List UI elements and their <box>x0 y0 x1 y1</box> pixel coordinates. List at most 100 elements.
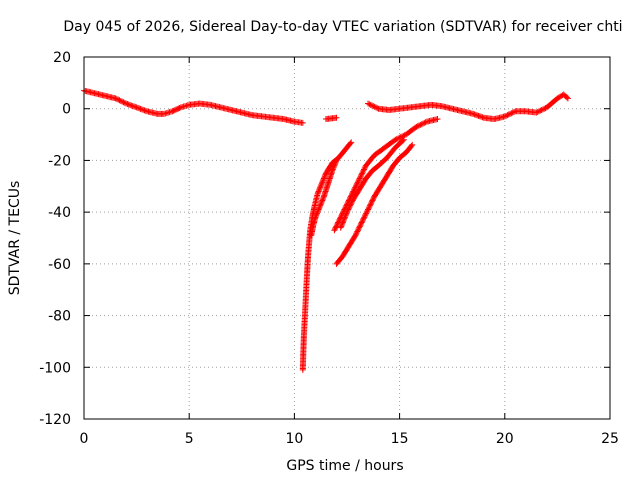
data-point <box>318 180 325 187</box>
x-tick-label: 15 <box>391 431 409 447</box>
data-marker <box>538 107 545 114</box>
data-marker <box>367 101 374 108</box>
data-marker <box>416 122 423 129</box>
data-point <box>329 167 336 174</box>
data-marker <box>330 163 337 170</box>
data-marker <box>393 136 400 143</box>
data-marker <box>318 181 325 188</box>
data-marker <box>330 165 337 172</box>
data-marker <box>120 99 127 106</box>
data-point <box>333 114 340 121</box>
data-point <box>299 119 306 126</box>
data-point <box>358 219 365 226</box>
data-point <box>112 95 119 102</box>
data-marker <box>537 107 544 114</box>
data-marker <box>355 178 362 185</box>
data-point <box>409 141 416 148</box>
data-marker <box>176 104 183 111</box>
data-marker <box>504 112 511 119</box>
data-marker <box>359 216 366 223</box>
data-marker <box>372 104 379 111</box>
data-marker <box>349 191 356 198</box>
data-marker <box>397 134 404 141</box>
data-marker <box>354 179 361 186</box>
chart-title: Day 045 of 2026, Sidereal Day-to-day VTE… <box>63 19 622 35</box>
data-marker <box>360 215 367 222</box>
data-marker <box>368 200 375 207</box>
data-marker <box>361 214 368 221</box>
data-marker <box>340 218 347 225</box>
y-tick-label: -100 <box>39 360 71 376</box>
data-marker <box>398 133 405 140</box>
data-marker <box>353 231 360 238</box>
data-marker <box>315 207 322 214</box>
data-marker <box>119 98 126 105</box>
data-marker <box>343 210 350 217</box>
y-tick-label: 20 <box>53 50 71 66</box>
data-marker <box>352 184 359 191</box>
data-marker <box>347 202 354 209</box>
data-marker <box>505 111 512 118</box>
data-marker <box>342 213 349 220</box>
data-marker <box>319 196 326 203</box>
data-point <box>365 100 372 107</box>
data-point <box>344 209 350 216</box>
x-tick-label: 10 <box>285 431 303 447</box>
data-marker <box>321 172 328 179</box>
data-marker <box>320 194 327 201</box>
data-point <box>413 123 420 130</box>
data-marker <box>359 170 366 177</box>
x-tick-label: 20 <box>496 431 514 447</box>
data-marker <box>414 123 421 130</box>
data-marker <box>345 205 352 212</box>
data-marker <box>408 143 415 150</box>
data-point <box>316 203 323 210</box>
tick-labels: 0 5 10 15 20 25 -120 -100 -80 -60 -40 -20 0 20 <box>39 50 619 447</box>
y-axis-label: SDTVAR / TECUs <box>7 181 23 296</box>
data-point <box>312 214 319 221</box>
data-marker <box>417 121 424 128</box>
data-marker <box>359 218 366 225</box>
data-marker <box>113 96 120 103</box>
data-marker <box>509 109 516 116</box>
data-marker <box>368 198 375 205</box>
data-marker <box>370 103 377 110</box>
data-marker <box>332 224 339 231</box>
data-marker <box>347 201 354 208</box>
y-tick-label: -60 <box>48 257 71 273</box>
data-marker <box>115 96 122 103</box>
data-marker <box>368 102 375 109</box>
data-marker <box>535 108 542 115</box>
y-tick-label: -80 <box>48 309 71 325</box>
x-axis-label: GPS time / hours <box>286 458 403 474</box>
data-marker <box>321 174 328 181</box>
data-marker <box>313 211 320 218</box>
data-marker <box>316 187 323 194</box>
data-marker <box>395 135 402 142</box>
data-point <box>501 113 508 120</box>
data-marker <box>508 110 515 117</box>
data-marker <box>316 205 323 212</box>
data-marker <box>422 119 429 126</box>
data-points <box>81 87 571 373</box>
data-marker <box>342 211 349 218</box>
data-marker <box>315 206 322 213</box>
data-marker <box>355 176 362 183</box>
x-tick-label: 25 <box>601 431 619 447</box>
data-marker <box>318 198 325 205</box>
data-marker <box>396 134 403 141</box>
data-point <box>314 191 321 198</box>
data-marker <box>344 207 351 214</box>
data-marker <box>400 132 407 139</box>
data-marker <box>314 210 321 217</box>
data-marker <box>507 110 514 117</box>
data-marker <box>320 176 327 183</box>
data-marker <box>317 202 324 209</box>
data-marker <box>312 213 319 220</box>
data-marker <box>541 105 548 112</box>
y-tick-label: 0 <box>62 102 71 118</box>
data-marker <box>319 179 326 186</box>
data-marker <box>340 216 347 223</box>
data-marker <box>357 174 364 181</box>
data-marker <box>332 160 339 167</box>
